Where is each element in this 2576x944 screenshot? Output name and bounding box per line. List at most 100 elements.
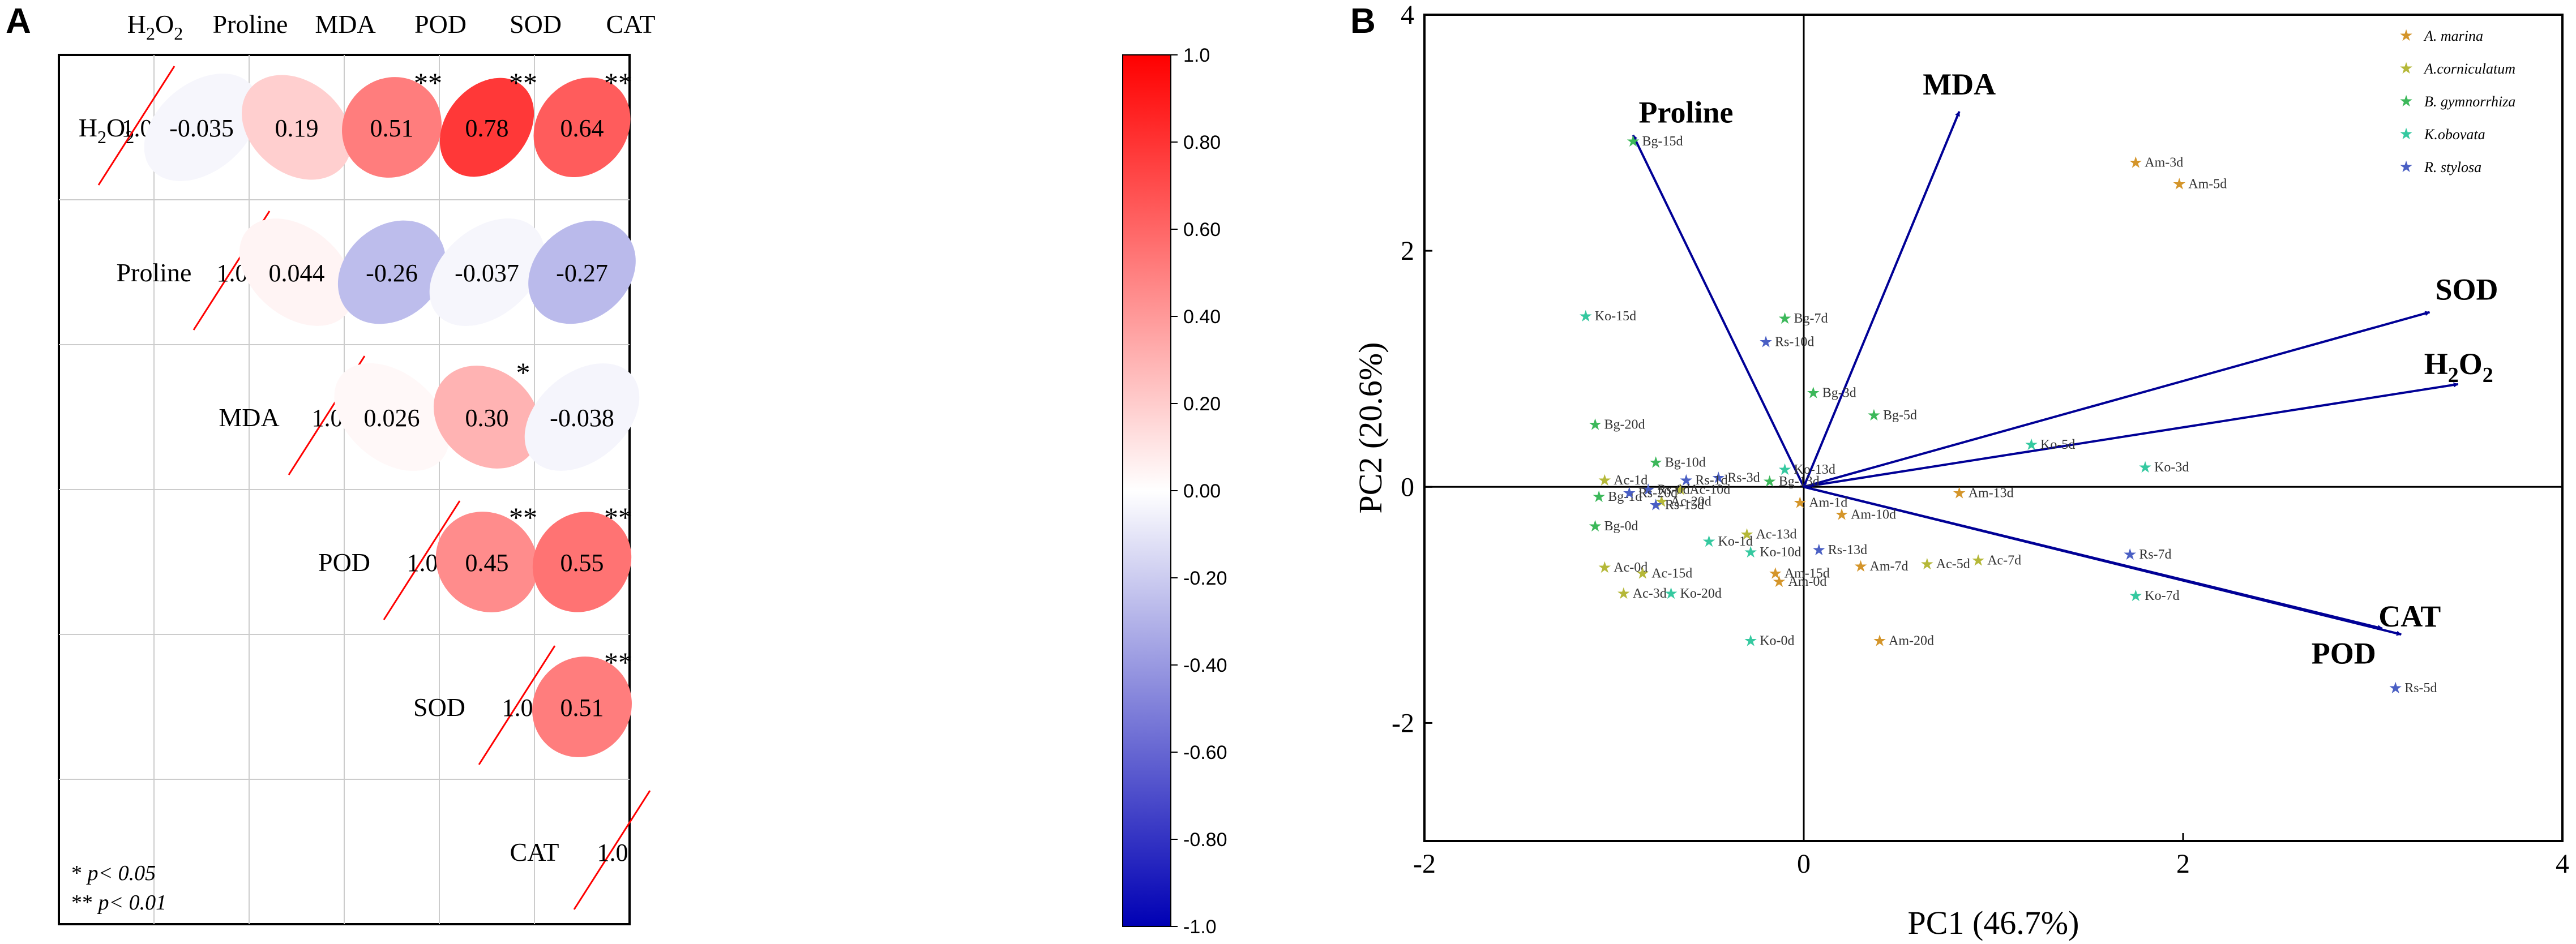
diagonal-slash — [478, 645, 556, 765]
point-marker: ★ — [1740, 526, 1754, 544]
point-marker: ★ — [2172, 175, 2186, 193]
significance-marker: ** — [509, 67, 537, 98]
column-header-proline: Proline — [213, 10, 288, 38]
point-marker: ★ — [1702, 533, 1716, 551]
point-label: Am-13d — [1969, 486, 2014, 501]
y-tick-label: 2 — [1401, 236, 1414, 266]
corr-cell-pod-sod: 0.45** — [435, 501, 538, 612]
vector-label: SOD — [2436, 273, 2498, 307]
point-marker: ★ — [1649, 497, 1663, 514]
point-marker: ★ — [1588, 417, 1602, 434]
point-label: Am-7d — [1870, 559, 1909, 574]
point-label: Bg-15d — [1642, 134, 1683, 149]
point-marker: ★ — [1854, 558, 1868, 576]
row-label-mda: MDA — [219, 403, 279, 432]
point-marker: ★ — [1598, 559, 1612, 577]
data-point: ★ Bg-15d — [1626, 133, 1683, 151]
data-point: ★ Ko-15d — [1578, 308, 1636, 325]
pca-biplot: -2 0 2 4 -2 0 2 4 PC1 (46.7%) PC2 (20.6%) Proline M… — [1352, 0, 2569, 941]
colorbar-tick-label: 0.20 — [1183, 393, 1221, 415]
corr-cell-proline-pod: -0.26 — [337, 220, 446, 324]
diagonal-slash — [573, 790, 651, 910]
point-label: Am-20d — [1889, 633, 1934, 648]
corr-value: 0.45 — [465, 549, 509, 577]
legend-marker: ★ — [2399, 60, 2413, 78]
point-label: Ko-15d — [1595, 309, 1636, 324]
corr-cell-pod-cat: 0.55** — [532, 501, 632, 612]
point-marker: ★ — [1641, 481, 1655, 499]
data-point: ★ Bg-0d — [1588, 518, 1638, 535]
point-marker: ★ — [1920, 556, 1934, 573]
data-point: ★ Bg-10d — [1649, 454, 1706, 471]
diagonal-slash — [97, 66, 176, 186]
point-marker: ★ — [1654, 493, 1668, 510]
data-point: ★ Ac-10d — [1674, 481, 1731, 499]
point-label: Ko-10d — [1760, 545, 1801, 560]
vector-mda: MDA — [1803, 67, 1996, 488]
corr-ellipse — [334, 363, 450, 471]
point-label: Ko-1d — [1718, 534, 1753, 549]
point-label: Bg-7d — [1794, 311, 1828, 326]
corr-ellipse — [337, 220, 446, 324]
colorbar-tick-label: 0.40 — [1183, 306, 1221, 328]
corr-ellipse — [532, 656, 632, 757]
data-point: ★ Am-1d — [1793, 494, 1848, 512]
corr-value: -0.038 — [550, 404, 614, 432]
point-label: Rs-0d — [1657, 482, 1689, 497]
corr-ellipse — [144, 74, 259, 181]
data-point: ★ Am-7d — [1854, 558, 1909, 576]
point-marker: ★ — [1598, 472, 1612, 490]
data-point: ★ Bg-20d — [1588, 417, 1645, 434]
point-label: Rs-15d — [1665, 498, 1704, 513]
data-point: ★ Bg-13d — [1762, 473, 1820, 491]
colorbar-tick-label: -1.0 — [1183, 916, 1217, 938]
point-label: Ac-0d — [1614, 560, 1648, 575]
point-marker: ★ — [1626, 133, 1640, 151]
corr-ellipse — [439, 78, 534, 177]
row-label-proline: Proline — [117, 258, 192, 287]
x-tick-label: 2 — [2176, 849, 2190, 879]
significance-marker: ** — [604, 646, 632, 678]
data-point: ★ Ko-7d — [2129, 587, 2180, 605]
colorbar-tick-label: -0.20 — [1183, 568, 1227, 589]
corr-value: 0.78 — [465, 114, 509, 142]
point-marker: ★ — [2389, 680, 2403, 697]
point-marker: ★ — [1664, 585, 1678, 603]
point-label: Am-0d — [1788, 574, 1826, 589]
point-label: Ko-0d — [1760, 633, 1794, 648]
data-point: ★ Ko-10d — [1744, 544, 1802, 561]
point-label: Ac-10d — [1689, 482, 1730, 497]
significance-marker: ** — [509, 501, 537, 533]
point-marker: ★ — [2123, 546, 2137, 564]
point-marker: ★ — [1711, 470, 1726, 487]
data-point: ★ Rs-1d — [1679, 472, 1728, 490]
corr-cell-h2o2-proline: -0.035 — [144, 74, 259, 181]
series-k-obovata: ★ Ko-15d★ Ko-13d★ Ko-5d★ Ko-3d★ Ko-1d★ Ko-10d★… — [1578, 308, 2189, 650]
legend-label: A. marina — [2423, 28, 2483, 44]
data-point: ★ Am-15d — [1768, 565, 1830, 583]
point-marker: ★ — [1772, 573, 1786, 591]
point-marker: ★ — [1812, 542, 1826, 559]
data-point: ★ Ko-20d — [1664, 585, 1722, 603]
corr-cell-mda-pod: 0.026 — [334, 363, 450, 471]
plot-frame — [1423, 14, 2564, 842]
data-point: ★ Ko-13d — [1778, 461, 1835, 479]
point-marker: ★ — [1867, 407, 1881, 424]
data-point: ★ Ac-7d — [1971, 552, 2022, 570]
point-marker: ★ — [1744, 544, 1758, 561]
point-label: Ac-7d — [1987, 553, 2021, 568]
data-point: ★ Rs-15d — [1649, 497, 1704, 514]
point-label: Ko-20d — [1680, 586, 1722, 601]
point-marker: ★ — [2129, 587, 2143, 605]
point-label: Bg-13d — [1779, 474, 1820, 489]
point-marker: ★ — [1834, 506, 1848, 524]
point-label: Ko-7d — [2145, 589, 2179, 603]
vector-arrow — [1803, 311, 2430, 488]
series-a-marina: ★ Am-3d★ Am-5d★ Am-13d★ Am-1d★ Am-10d★ Am-7d★ A… — [1768, 155, 2227, 650]
corr-value: 0.51 — [560, 694, 604, 722]
corr-ellipse — [239, 218, 354, 326]
row-label-sod: SOD — [413, 693, 465, 722]
corr-cell-mda-cat: -0.038 — [524, 363, 640, 471]
vector-label: H2O2 — [2424, 347, 2493, 387]
data-point: ★ Am-3d — [2129, 155, 2184, 172]
